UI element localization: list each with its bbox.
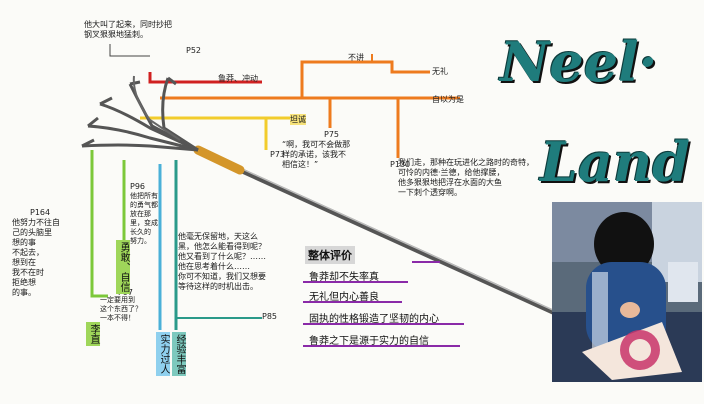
branch-red xyxy=(148,72,262,84)
note-p130: 我们走，那种在玩进化之路时的奇特， 可怜的内德·兰德，给他撑腰， 他多狠狠地把浮… xyxy=(398,158,534,197)
note-top-quote: 他大叫了起来，同时抄把 钢叉狠狠地猛刺。 xyxy=(84,20,172,39)
vertical-label-c: 实力过人 xyxy=(156,332,170,376)
branch-label-3: 无礼 xyxy=(432,67,448,76)
branch-label-5: 坦诚 xyxy=(290,114,306,125)
tag-p75: P75 xyxy=(324,130,340,139)
note-p97: 一定要用到 这个东西了？ 一本不得！ xyxy=(100,296,142,322)
harpoon-head xyxy=(81,75,199,152)
note-p164: 他努力不往自 己的头脑里 想的事 不起去， 想到在 我不在时 拒绝想 的事。 xyxy=(12,218,60,297)
branch-label-4: 自以为是 xyxy=(432,95,464,104)
tag-p130: P130 xyxy=(390,160,411,169)
branch-green-left xyxy=(90,150,108,298)
harpoon-shaft-highlight xyxy=(239,167,611,337)
branch-orange-upper xyxy=(300,60,430,98)
tag-p73: P73 xyxy=(270,150,286,159)
branch-label-1: 鲁莽、冲动 xyxy=(218,74,258,83)
tag-p164: P164 xyxy=(30,208,51,217)
note-p96: 他把所有 的勇气都 放在那 里，变成 长久的 努力。 xyxy=(130,192,158,245)
vertical-label-a: 李直 xyxy=(86,322,100,346)
title-word-2: Land xyxy=(540,130,690,194)
evaluation-heading: 整体评价 xyxy=(305,246,355,264)
note-p73-quote: “啊，我可不会做那 样的承诺，该我不 相信这！” xyxy=(282,140,351,169)
student-photo xyxy=(552,202,702,382)
evaluation-item-3: 固执的性格锻造了坚韧的内心 xyxy=(309,314,439,325)
tag-p96: P96 xyxy=(130,182,146,191)
harpoon-grip xyxy=(193,145,245,175)
tag-p52: P52 xyxy=(186,46,202,55)
tag-p85: P85 xyxy=(262,312,278,321)
note-mid-quote: 他毫无保留地，天这么 黑，他怎么能看得到呢？ 他又看到了什么呢？…… 他在思考着… xyxy=(178,232,266,291)
branch-label-2: 不讲 xyxy=(348,53,364,62)
vertical-label-d: 经验丰富 xyxy=(172,332,186,376)
quote-connector xyxy=(109,44,150,57)
evaluation-item-1: 鲁莽却不失率真 xyxy=(309,272,379,283)
title-word-1: Neel· xyxy=(500,30,658,94)
evaluation-item-2: 无礼但内心善良 xyxy=(309,292,379,303)
vertical-label-b: 勇敢、自信 xyxy=(116,240,130,294)
student-photo-illustration xyxy=(552,202,702,382)
evaluation-item-4: 鲁莽之下是源于实力的自信 xyxy=(309,336,429,347)
harpoon-shaft xyxy=(237,167,613,341)
